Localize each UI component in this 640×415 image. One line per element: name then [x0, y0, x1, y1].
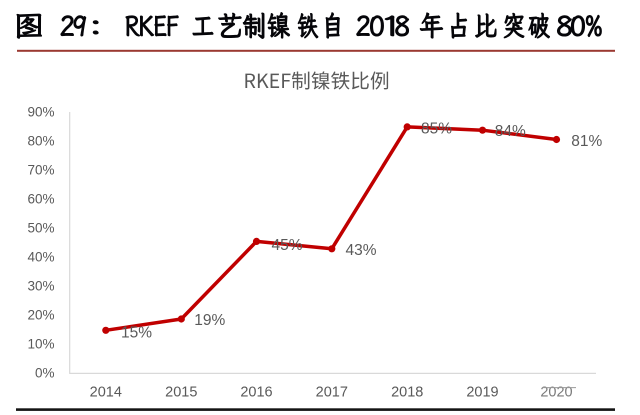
svg-text:84%: 84% [495, 123, 526, 140]
svg-text:40%: 40% [27, 250, 54, 265]
svg-text:81%: 81% [571, 133, 602, 150]
svg-text:2017: 2017 [316, 385, 348, 401]
svg-text:90%: 90% [27, 105, 54, 120]
svg-text:2015: 2015 [165, 385, 197, 401]
svg-text:2016: 2016 [240, 385, 272, 401]
svg-text:2020: 2020 [540, 385, 572, 401]
svg-text:2014: 2014 [90, 385, 122, 401]
svg-text:30%: 30% [27, 279, 54, 294]
svg-text:19%: 19% [194, 312, 225, 329]
svg-text:15%: 15% [121, 324, 152, 341]
svg-text:0%: 0% [35, 366, 55, 381]
svg-text:80%: 80% [27, 134, 54, 149]
svg-text:60%: 60% [27, 192, 54, 207]
svg-text:2018: 2018 [391, 385, 423, 401]
svg-text:10%: 10% [27, 337, 54, 352]
svg-text:45%: 45% [272, 237, 303, 254]
svg-text:50%: 50% [27, 221, 54, 236]
svg-text:85%: 85% [421, 121, 452, 138]
svg-text:20%: 20% [27, 308, 54, 323]
svg-text:43%: 43% [346, 242, 377, 259]
svg-text:2019: 2019 [466, 385, 498, 401]
svg-text:70%: 70% [27, 163, 54, 178]
